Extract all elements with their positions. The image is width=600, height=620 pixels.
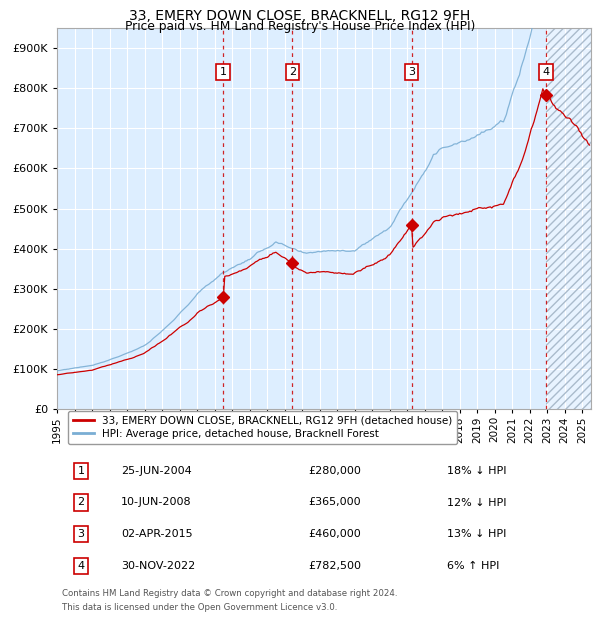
- Text: 25-JUN-2004: 25-JUN-2004: [121, 466, 192, 476]
- Text: Price paid vs. HM Land Registry's House Price Index (HPI): Price paid vs. HM Land Registry's House …: [125, 20, 475, 33]
- Text: 2: 2: [289, 67, 296, 77]
- Text: 1: 1: [77, 466, 85, 476]
- Text: Contains HM Land Registry data © Crown copyright and database right 2024.: Contains HM Land Registry data © Crown c…: [62, 589, 398, 598]
- Text: £782,500: £782,500: [308, 561, 361, 571]
- Text: £460,000: £460,000: [308, 529, 361, 539]
- Text: This data is licensed under the Open Government Licence v3.0.: This data is licensed under the Open Gov…: [62, 603, 338, 612]
- Text: 13% ↓ HPI: 13% ↓ HPI: [447, 529, 506, 539]
- Text: 3: 3: [408, 67, 415, 77]
- Text: 3: 3: [77, 529, 85, 539]
- Text: 4: 4: [542, 67, 550, 77]
- Text: 30-NOV-2022: 30-NOV-2022: [121, 561, 196, 571]
- Legend: 33, EMERY DOWN CLOSE, BRACKNELL, RG12 9FH (detached house), HPI: Average price, : 33, EMERY DOWN CLOSE, BRACKNELL, RG12 9F…: [68, 410, 457, 444]
- Text: 1: 1: [220, 67, 226, 77]
- Text: 18% ↓ HPI: 18% ↓ HPI: [447, 466, 506, 476]
- Text: 02-APR-2015: 02-APR-2015: [121, 529, 193, 539]
- Text: £280,000: £280,000: [308, 466, 361, 476]
- Text: 2: 2: [77, 497, 85, 508]
- Text: 12% ↓ HPI: 12% ↓ HPI: [447, 497, 506, 508]
- Text: 6% ↑ HPI: 6% ↑ HPI: [447, 561, 499, 571]
- Text: 4: 4: [77, 561, 85, 571]
- Polygon shape: [546, 28, 591, 409]
- Text: £365,000: £365,000: [308, 497, 361, 508]
- Text: 33, EMERY DOWN CLOSE, BRACKNELL, RG12 9FH: 33, EMERY DOWN CLOSE, BRACKNELL, RG12 9F…: [130, 9, 470, 24]
- Text: 10-JUN-2008: 10-JUN-2008: [121, 497, 192, 508]
